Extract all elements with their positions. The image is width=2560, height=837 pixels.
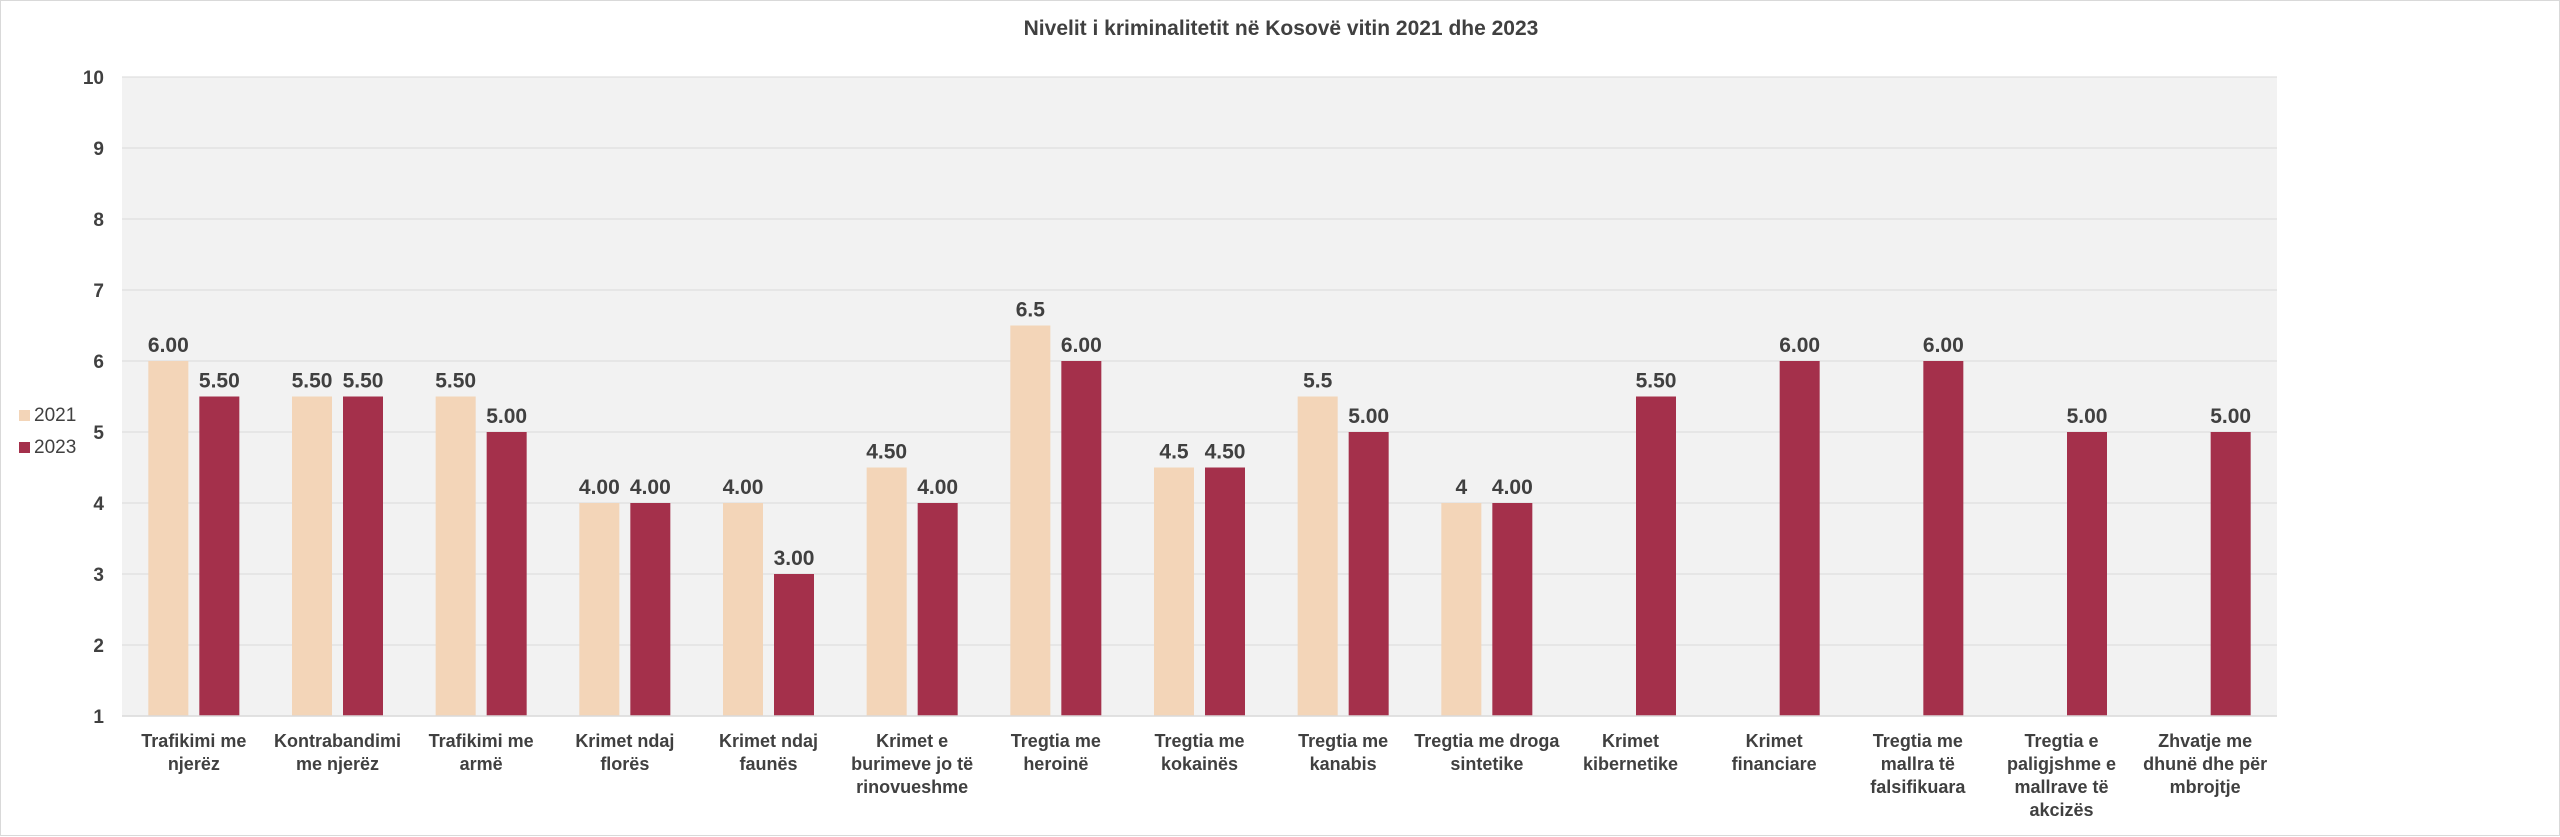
bars [148, 325, 2251, 716]
bar-2021 [1154, 467, 1194, 716]
bar-2021 [148, 361, 189, 716]
y-tick-label: 3 [93, 565, 104, 586]
data-label-2021: 4.50 [866, 441, 907, 464]
data-label-2023: 3.00 [774, 547, 815, 570]
data-label-2021: 6.00 [148, 334, 189, 357]
x-tick-label: Tregtia me mallra të falsifikuara [1870, 731, 1966, 797]
y-tick-label: 2 [93, 636, 104, 657]
bar-2021 [579, 503, 620, 716]
data-label-2023: 5.00 [2210, 405, 2251, 428]
x-tick-label: Tregtia me kokainës [1154, 731, 1244, 774]
data-label-2023: 6.00 [1779, 334, 1820, 357]
x-axis: Trafikimi me njerëz Kontrabandimi me njerëz… [122, 715, 2277, 820]
legend-swatch-2021 [19, 410, 30, 421]
data-label-2021: 4.5 [1159, 441, 1189, 464]
y-axis: 1 2 3 4 5 6 7 8 9 10 [83, 68, 105, 728]
y-tick-label: 7 [93, 281, 104, 302]
y-tick-label: 1 [93, 707, 104, 728]
legend-swatch-2023 [19, 442, 30, 453]
bar-2023 [486, 432, 527, 716]
data-labels: 6.00 5.50 5.50 5.50 5.50 5.00 4.00 4.00 4.00 3.00… [148, 299, 2251, 571]
bar-2021 [1297, 396, 1338, 716]
bar-2023 [1779, 361, 1820, 716]
x-tick-label: Trafikimi me armë [429, 731, 534, 774]
bar-2023 [630, 503, 671, 716]
data-label-2021: 4.00 [579, 476, 620, 499]
y-tick-label: 4 [93, 494, 104, 515]
legend-label-2021: 2021 [34, 405, 76, 426]
bar-2023 [1061, 361, 1102, 716]
x-tick-label: Krimet financiare [1732, 731, 1817, 774]
bar-2023 [917, 503, 958, 716]
bar-2023 [2210, 432, 2251, 716]
data-label-2021: 4.00 [723, 476, 764, 499]
y-tick-label: 8 [93, 210, 104, 231]
x-tick-label: Tregtia e paligjshme e mallrave të akcizës [2007, 731, 2116, 820]
y-tick-label: 6 [93, 352, 104, 373]
legend: 2021 2023 [19, 405, 76, 458]
y-tick-label: 5 [93, 423, 104, 444]
bar-2023 [1636, 396, 1676, 716]
x-tick-label: Trafikimi me njerëz [141, 731, 246, 774]
bar-2021 [1010, 325, 1051, 716]
bar-2023 [1492, 503, 1533, 716]
data-label-2023: 5.00 [2067, 405, 2108, 428]
x-tick-label: Krimet e burimeve jo të rinovueshme [851, 731, 973, 797]
plot-area [122, 77, 2277, 716]
x-tick-label: Tregtia me heroinë [1011, 731, 1101, 774]
data-label-2023: 5.00 [486, 405, 527, 428]
x-tick-label: Zhvatje me dhunë dhe për mbrojtje [2143, 731, 2267, 797]
bar-2023 [199, 396, 240, 716]
data-label-2021: 5.5 [1303, 370, 1333, 393]
bar-2021 [723, 503, 763, 716]
x-tick-label: Krimet ndaj faunës [719, 731, 818, 774]
data-label-2023: 4.50 [1205, 441, 1246, 464]
data-label-2023: 6.00 [1061, 334, 1102, 357]
data-label-2023: 5.50 [1636, 370, 1677, 393]
x-tick-label: Tregtia me droga sintetike [1414, 731, 1560, 774]
gridlines [122, 76, 2277, 717]
data-label-2023: 4.00 [1492, 476, 1533, 499]
data-label-2021: 5.50 [292, 370, 333, 393]
bar-2023 [2067, 432, 2107, 716]
data-label-2023: 5.50 [199, 370, 240, 393]
bar-2023 [1923, 361, 1964, 716]
data-label-2023: 5.00 [1348, 405, 1389, 428]
data-label-2023: 5.50 [343, 370, 384, 393]
data-label-2023: 4.00 [630, 476, 671, 499]
x-tick-label: Krimet ndaj florës [575, 731, 674, 774]
legend-label-2023: 2023 [34, 437, 76, 458]
y-tick-label: 10 [83, 68, 104, 89]
data-label-2021: 4 [1455, 476, 1467, 499]
bar-2023 [343, 396, 383, 716]
bar-2021 [435, 396, 476, 716]
data-label-2021: 6.5 [1016, 299, 1046, 322]
y-tick-label: 9 [93, 139, 104, 160]
x-tick-label: Krimet kibernetike [1583, 731, 1678, 774]
data-label-2023: 6.00 [1923, 334, 1964, 357]
data-label-2023: 4.00 [917, 476, 958, 499]
data-label-2021: 5.50 [435, 370, 476, 393]
bar-2023 [1348, 432, 1389, 716]
chart-title: Nivelit i kriminalitetit në Kosovë vitin… [1024, 17, 1539, 40]
bar-2023 [774, 574, 814, 716]
bar-2021 [866, 467, 907, 716]
bar-2021 [1441, 503, 1482, 716]
x-tick-label: Tregtia me kanabis [1298, 731, 1388, 774]
bar-2023 [1205, 467, 1245, 716]
bar-2021 [292, 396, 332, 716]
x-tick-label: Kontrabandimi me njerëz [274, 731, 401, 774]
